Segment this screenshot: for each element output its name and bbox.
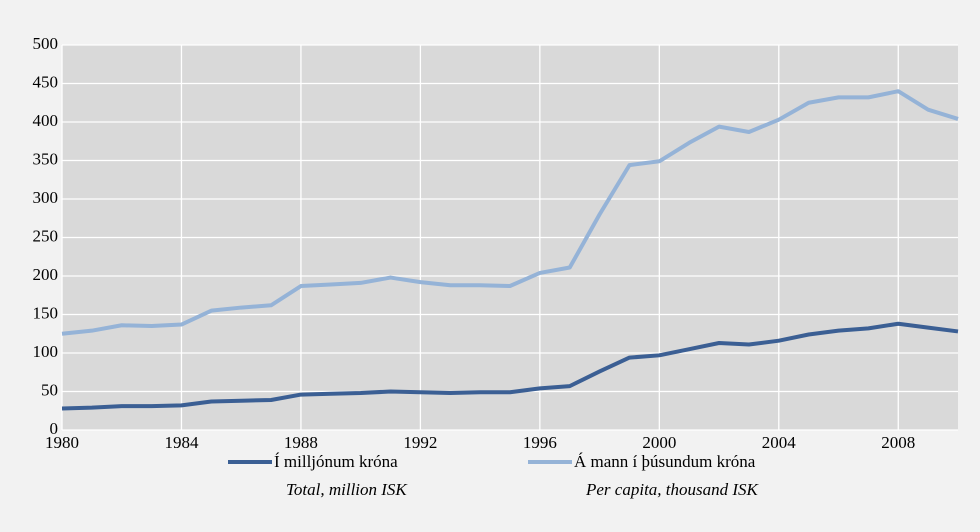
legend-subtitle: Total, million ISK [286, 480, 408, 499]
legend-subtitle: Per capita, thousand ISK [585, 480, 760, 499]
line [61, 89, 959, 336]
x-tick-label: 1992 [403, 433, 437, 452]
y-tick-label: 450 [33, 72, 59, 91]
x-tick-label: 1988 [284, 433, 318, 452]
x-tick-label: 1984 [164, 433, 199, 452]
line [61, 321, 959, 411]
x-tick-label: 2008 [881, 433, 915, 452]
y-tick-label: 400 [33, 111, 59, 130]
y-tick-label: 250 [33, 226, 59, 245]
y-tick-label: 350 [33, 149, 59, 168]
x-tick-label: 1996 [523, 433, 557, 452]
x-tick-label: 2000 [642, 433, 676, 452]
y-tick-label: 300 [33, 188, 59, 207]
x-tick-label: 2004 [762, 433, 797, 452]
y-tick-label: 100 [33, 342, 59, 361]
y-tick-label: 0 [50, 419, 59, 438]
y-tick-label: 50 [41, 380, 58, 399]
y-tick-label: 500 [33, 34, 59, 53]
legend-label: Í milljónum króna [274, 452, 398, 471]
y-tick-label: 200 [33, 265, 59, 284]
legend-label: Á mann í þúsundum króna [574, 452, 756, 471]
y-tick-label: 150 [33, 303, 59, 322]
x-tick-label: 1980 [45, 433, 79, 452]
